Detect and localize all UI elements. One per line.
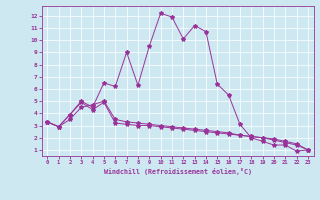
X-axis label: Windchill (Refroidissement éolien,°C): Windchill (Refroidissement éolien,°C) — [104, 168, 252, 175]
